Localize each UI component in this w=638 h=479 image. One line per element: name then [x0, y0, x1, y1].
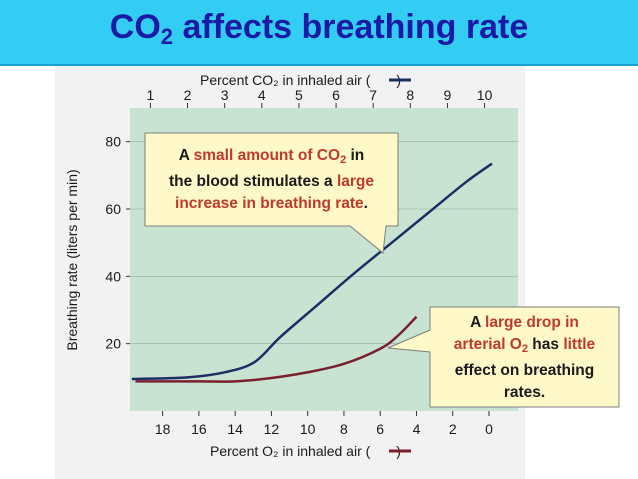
bottom-axis-ticks: 18 16 14 12 10 8 6 4 2 0	[155, 411, 493, 437]
top-tick-label-2: 2	[184, 87, 192, 103]
top-tick-label-4: 4	[258, 87, 266, 103]
callout-co2-line2: the blood stimulates a large	[168, 173, 374, 190]
top-tick-label-8: 8	[406, 87, 414, 103]
bottom-tick-label-16: 16	[191, 421, 207, 437]
y-tick-label-60: 60	[105, 201, 121, 217]
callout-o2-line2: arterial O2 has little	[453, 336, 596, 355]
top-tick-label-3: 3	[221, 87, 229, 103]
top-tick-label-1: 1	[147, 87, 155, 103]
y-tick-label-80: 80	[105, 134, 121, 150]
bottom-tick-label-0: 0	[485, 421, 493, 437]
y-tick-label-20: 20	[105, 336, 121, 352]
y-tick-label-40: 40	[105, 268, 121, 284]
callout-co2-text: A small amount of CO2 in the blood stimu…	[145, 145, 398, 215]
bottom-tick-label-6: 6	[376, 421, 384, 437]
slide-title: CO2 affects breathing rate	[0, 8, 638, 50]
o2-series-line	[135, 315, 418, 383]
title-subscript: 2	[160, 24, 174, 49]
callout-o2-text: A large drop in arterial O2 has little e…	[430, 312, 619, 404]
top-axis-ticks: 1 2 3 4 5 6 7 8 9 10	[147, 87, 493, 108]
top-tick-label-6: 6	[332, 87, 340, 103]
bottom-tick-label-2: 2	[449, 421, 457, 437]
top-tick-label-5: 5	[295, 87, 303, 103]
callout-o2-line1: A large drop in	[470, 314, 579, 331]
y-axis-label: Breathing rate (liters per min)	[64, 169, 80, 350]
title-bar	[0, 0, 638, 66]
bottom-axis-label-text: Percent O₂ in inhaled air (	[210, 443, 371, 459]
top-tick-label-9: 9	[444, 87, 452, 103]
co2-series-line	[131, 162, 493, 381]
top-tick-label-10: 10	[477, 87, 493, 103]
callout-o2-line4: rates.	[503, 384, 546, 401]
bottom-tick-label-14: 14	[227, 421, 243, 437]
bottom-tick-label-12: 12	[264, 421, 280, 437]
callout-o2-box	[387, 306, 620, 408]
top-axis-label-text: Percent CO₂ in inhaled air (	[200, 72, 371, 88]
y-axis-ticks: 20 40 60 80	[105, 134, 130, 352]
top-tick-label-7: 7	[369, 87, 377, 103]
callout-o2-line3: effect on breathing	[454, 362, 595, 379]
bottom-tick-label-4: 4	[413, 421, 421, 437]
callout-co2-line1: A small amount of CO2 in	[178, 147, 365, 166]
bottom-tick-label-8: 8	[340, 421, 348, 437]
bottom-tick-label-18: 18	[155, 421, 171, 437]
title-main: CO	[109, 8, 161, 46]
callout-co2-box	[144, 132, 399, 254]
callout-co2-line3: increase in breathing rate.	[175, 195, 368, 212]
bottom-tick-label-10: 10	[300, 421, 316, 437]
title-rest: affects breathing rate	[173, 8, 529, 46]
